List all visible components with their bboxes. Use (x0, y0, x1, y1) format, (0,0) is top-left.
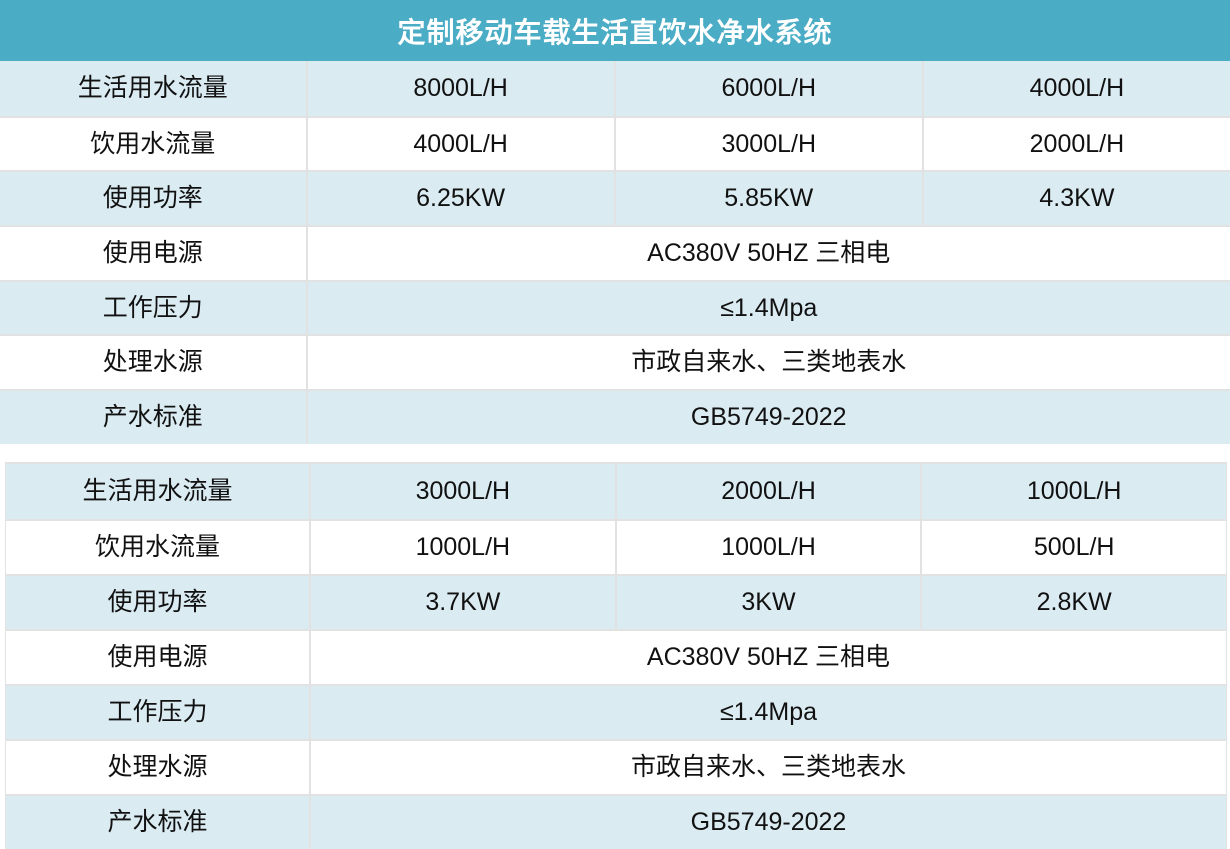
spec-row-7: 产水标准 GB5749-2022 (0, 389, 1230, 444)
row-value: 5.85KW (616, 172, 924, 226)
row-value: 1000L/H (1026, 476, 1122, 505)
row-value: 2000L/H (1029, 129, 1125, 158)
spec-row-1: 生活用水流量 8000L/H 6000L/H 4000L/H (0, 61, 1230, 116)
row-label: 使用电源 (0, 227, 308, 280)
row-value: 8000L/H (308, 61, 616, 116)
spec-row-3: 使用功率 6.25KW 5.85KW 4.3KW (0, 170, 1230, 226)
row-value: 3.7KW (311, 575, 617, 629)
row-value-merged: AC380V 50HZ 三相电 (646, 642, 891, 671)
row-label: 使用功率 (6, 575, 311, 629)
spec-row-4: 使用电源 AC380V 50HZ 三相电 (0, 225, 1230, 280)
row-value-merged: GB5749-2022 (690, 402, 847, 431)
spec-row-5: 工作压力 ≤1.4Mpa (0, 279, 1230, 335)
spec-row-3: 使用功率 3.7KW 3KW 2.8KW (6, 573, 1226, 629)
row-value: 1000L/H (617, 520, 923, 574)
row-label: 处理水源 (6, 740, 311, 794)
row-value: 3KW (617, 575, 923, 629)
table-title-bar: 定制移动车载生活直饮水净水系统 (0, 0, 1230, 61)
row-value: 2.8KW (1036, 587, 1112, 616)
row-label: 生活用水流量 (6, 463, 311, 519)
row-value: 1000L/H (311, 520, 617, 574)
spec-row-2: 饮用水流量 4000L/H 3000L/H 2000L/H (0, 115, 1230, 171)
spec-row-6: 处理水源 市政自来水、三类地表水 (6, 738, 1226, 794)
row-value-merged: 市政自来水、三类地表水 (631, 348, 907, 377)
row-value: 6.25KW (308, 172, 616, 226)
spec-table-1: 生活用水流量 8000L/H 6000L/H 4000L/H 饮用水流量 4000L/H 3… (0, 61, 1230, 444)
row-value: 4000L/H (1029, 73, 1125, 102)
table-gap (0, 443, 1230, 462)
spec-row-7: 产水标准 GB5749-2022 (6, 793, 1226, 849)
row-value-merged: 市政自来水、三类地表水 (630, 752, 906, 781)
row-value: 6000L/H (616, 61, 924, 116)
spec-row-4: 使用电源 AC380V 50HZ 三相电 (6, 628, 1226, 684)
row-label: 使用电源 (6, 630, 311, 684)
row-label: 饮用水流量 (0, 117, 308, 171)
row-label: 产水标准 (6, 795, 311, 849)
row-label: 工作压力 (6, 685, 311, 739)
row-value: 3000L/H (311, 463, 617, 519)
row-value: 4000L/H (308, 117, 616, 171)
row-value: 4.3KW (1039, 184, 1115, 213)
spec-row-2: 饮用水流量 1000L/H 1000L/H 500L/H (6, 518, 1226, 574)
row-value: 2000L/H (617, 463, 923, 519)
row-value: 3000L/H (616, 117, 924, 171)
row-label: 工作压力 (0, 281, 308, 335)
row-label: 产水标准 (0, 391, 308, 444)
row-label: 生活用水流量 (0, 61, 308, 116)
spec-row-1: 生活用水流量 3000L/H 2000L/H 1000L/H (6, 463, 1226, 519)
spec-row-6: 处理水源 市政自来水、三类地表水 (0, 334, 1230, 390)
row-value-merged: GB5749-2022 (690, 807, 847, 836)
spec-table-2: 生活用水流量 3000L/H 2000L/H 1000L/H 饮用水流量 1000L/H 1… (5, 461, 1227, 849)
row-label: 处理水源 (0, 336, 308, 390)
row-value-merged: AC380V 50HZ 三相电 (647, 238, 891, 267)
row-label: 饮用水流量 (6, 520, 311, 574)
spec-row-5: 工作压力 ≤1.4Mpa (6, 683, 1226, 739)
row-value-merged: ≤1.4Mpa (720, 293, 818, 322)
row-value-merged: ≤1.4Mpa (719, 697, 818, 726)
row-label: 使用功率 (0, 172, 308, 226)
row-value: 500L/H (1033, 532, 1115, 561)
table-title: 定制移动车载生活直饮水净水系统 (397, 16, 833, 48)
